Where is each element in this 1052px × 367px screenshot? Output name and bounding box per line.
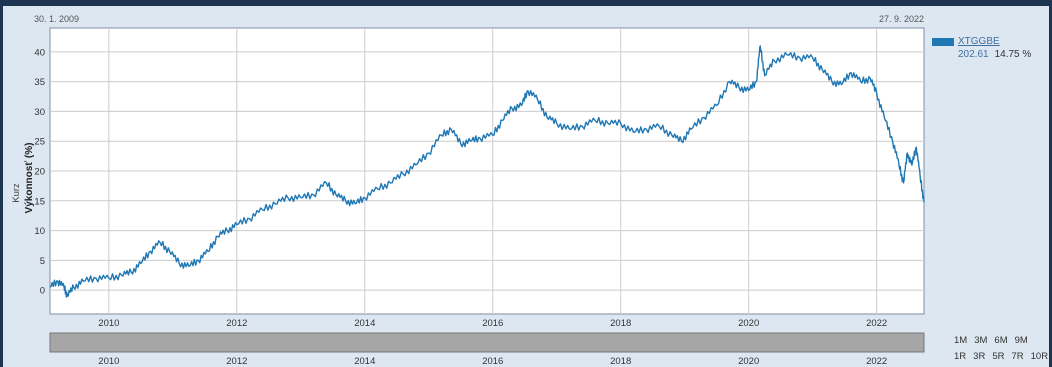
y-tick-label: 40 xyxy=(34,47,45,58)
x-tick-label: 2018 xyxy=(610,318,631,329)
y-tick-label: 15 xyxy=(34,196,45,207)
x-tick-label: 2014 xyxy=(354,318,375,329)
legend-value: 202.61 xyxy=(958,49,989,61)
legend-percent: 14.75 % xyxy=(994,49,1032,61)
range-button-1m[interactable]: 1M xyxy=(954,335,968,346)
range-buttons-row-1: 1M 3M 6M 9M xyxy=(954,335,1035,346)
navigator-tick-label: 2022 xyxy=(866,356,887,367)
y-axis-label: Výkonnosť (%) xyxy=(24,143,35,214)
range-button-3r[interactable]: 3R xyxy=(973,351,986,362)
y-tick-label: 30 xyxy=(34,107,45,118)
gridlines xyxy=(50,28,924,314)
x-tick-label: 2010 xyxy=(98,318,119,329)
navigator-tick-label: 2014 xyxy=(354,356,375,367)
range-button-9m[interactable]: 9M xyxy=(1014,335,1028,346)
range-buttons-row-2: 1R 3R 5R 7R 10R xyxy=(954,351,1052,362)
range-button-5r[interactable]: 5R xyxy=(992,351,1005,362)
x-tick-label: 2022 xyxy=(866,318,887,329)
navigator-tick-label: 2010 xyxy=(98,356,119,367)
y-axis-secondary-label: Kurz xyxy=(11,183,22,203)
start-date-label: 30. 1. 2009 xyxy=(34,14,79,24)
x-tick-label: 2020 xyxy=(738,318,759,329)
legend-series-link[interactable]: XTGGBE xyxy=(958,36,1000,47)
navigator-scrollbar[interactable] xyxy=(49,332,925,353)
navigator-tick-label: 2012 xyxy=(226,356,247,367)
range-button-7r[interactable]: 7R xyxy=(1011,351,1024,362)
legend: XTGGBE 202.61 14.75 % xyxy=(932,36,1031,60)
navigator-tick-label: 2016 xyxy=(482,356,503,367)
y-tick-label: 25 xyxy=(34,137,45,148)
y-tick-label: 20 xyxy=(34,167,45,178)
end-date-label: 27. 9. 2022 xyxy=(879,14,924,24)
range-button-3m[interactable]: 3M xyxy=(974,335,988,346)
y-tick-label: 5 xyxy=(40,256,45,267)
y-tick-labels: 0 5 10 15 20 25 30 35 40 xyxy=(34,47,45,296)
y-tick-label: 35 xyxy=(34,77,45,88)
range-button-10r[interactable]: 10R xyxy=(1030,351,1049,362)
legend-swatch xyxy=(932,37,954,46)
series-line-xtggbe xyxy=(49,45,925,298)
x-tick-label: 2012 xyxy=(226,318,247,329)
y-tick-label: 10 xyxy=(34,226,45,237)
navigator-tick-label: 2018 xyxy=(610,356,631,367)
navigator-tick-labels: 2010 2012 2014 2016 2018 2020 2022 xyxy=(98,356,887,367)
range-button-6m[interactable]: 6M xyxy=(994,335,1008,346)
x-tick-label: 2016 xyxy=(482,318,503,329)
y-tick-label: 0 xyxy=(40,286,45,297)
range-button-1r[interactable]: 1R xyxy=(954,351,967,362)
x-tick-labels: 2010 2012 2014 2016 2018 2020 2022 xyxy=(98,318,887,329)
navigator-tick-label: 2020 xyxy=(738,356,759,367)
